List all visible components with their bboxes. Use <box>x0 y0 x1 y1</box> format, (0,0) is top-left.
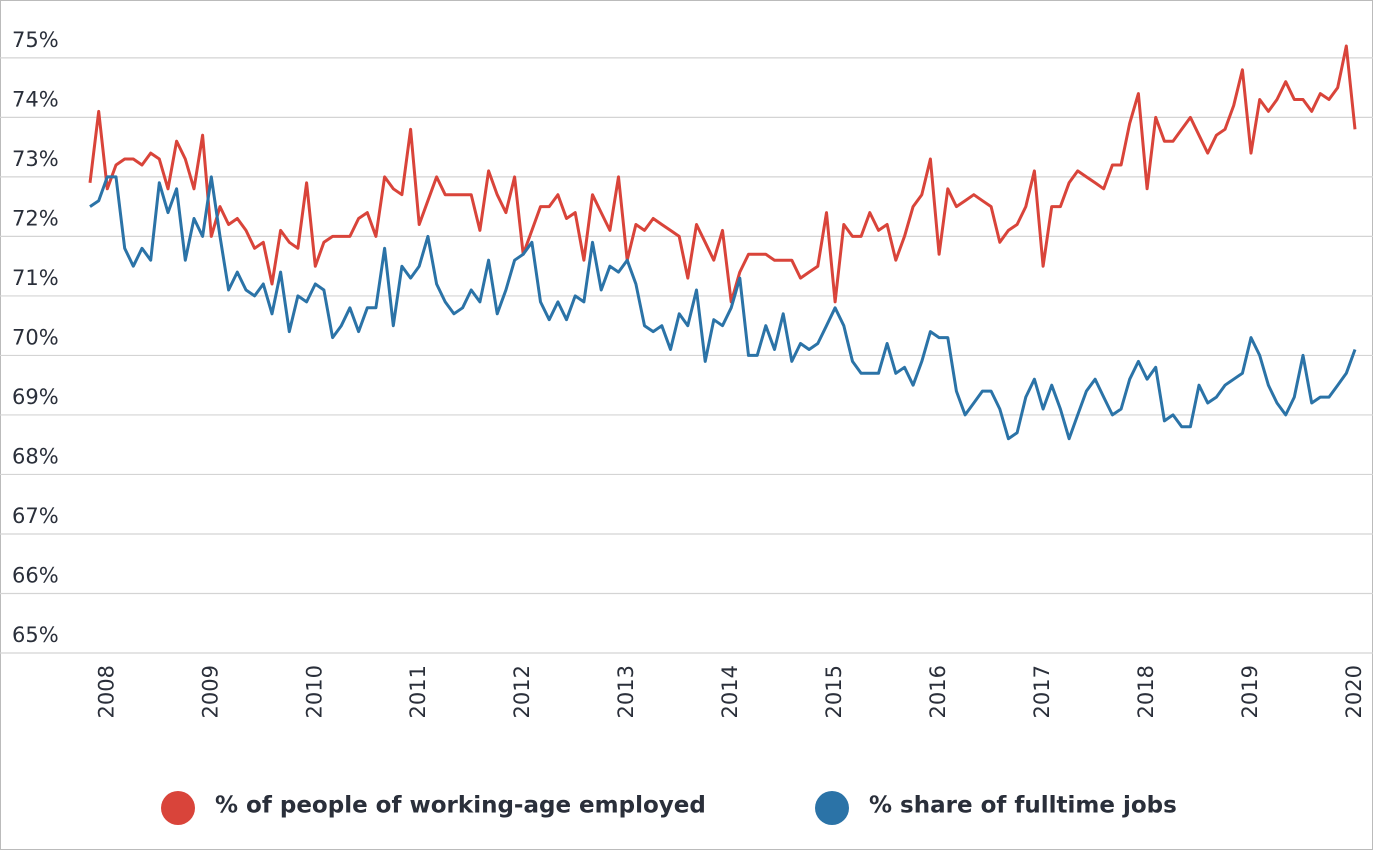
y-tick-label: 67% <box>12 504 59 528</box>
x-tick-label: 2017 <box>1030 665 1054 718</box>
x-tick-label: 2016 <box>926 665 950 718</box>
series-line <box>89 175 1357 441</box>
x-tick-label: 2018 <box>1134 665 1158 718</box>
x-tick-label: 2008 <box>94 665 118 718</box>
legend-swatch <box>815 791 849 825</box>
x-tick-label: 2010 <box>302 665 326 718</box>
y-tick-label: 68% <box>12 444 59 468</box>
y-tick-label: 65% <box>12 623 59 647</box>
x-tick-label: 2019 <box>1238 665 1262 718</box>
y-tick-label: 74% <box>12 87 59 111</box>
legend-label: % share of fulltime jobs <box>869 793 1177 819</box>
legend-label: % of people of working-age employed <box>215 793 706 819</box>
y-tick-label: 71% <box>12 266 59 290</box>
y-tick-label: 75% <box>12 28 59 52</box>
x-tick-label: 2013 <box>614 665 638 718</box>
x-tick-label: 2015 <box>822 665 846 718</box>
x-tick-label: 2011 <box>406 665 430 718</box>
y-tick-label: 66% <box>12 563 59 587</box>
series-line <box>88 44 1357 304</box>
y-tick-label: 70% <box>12 325 59 349</box>
legend-swatch <box>161 791 195 825</box>
x-tick-label: 2020 <box>1342 665 1366 718</box>
y-tick-label: 69% <box>12 385 59 409</box>
x-tick-label: 2009 <box>198 665 222 718</box>
y-tick-label: 72% <box>12 206 59 230</box>
x-tick-label: 2014 <box>718 665 742 718</box>
y-tick-label: 73% <box>12 147 59 171</box>
x-tick-label: 2012 <box>510 665 534 718</box>
